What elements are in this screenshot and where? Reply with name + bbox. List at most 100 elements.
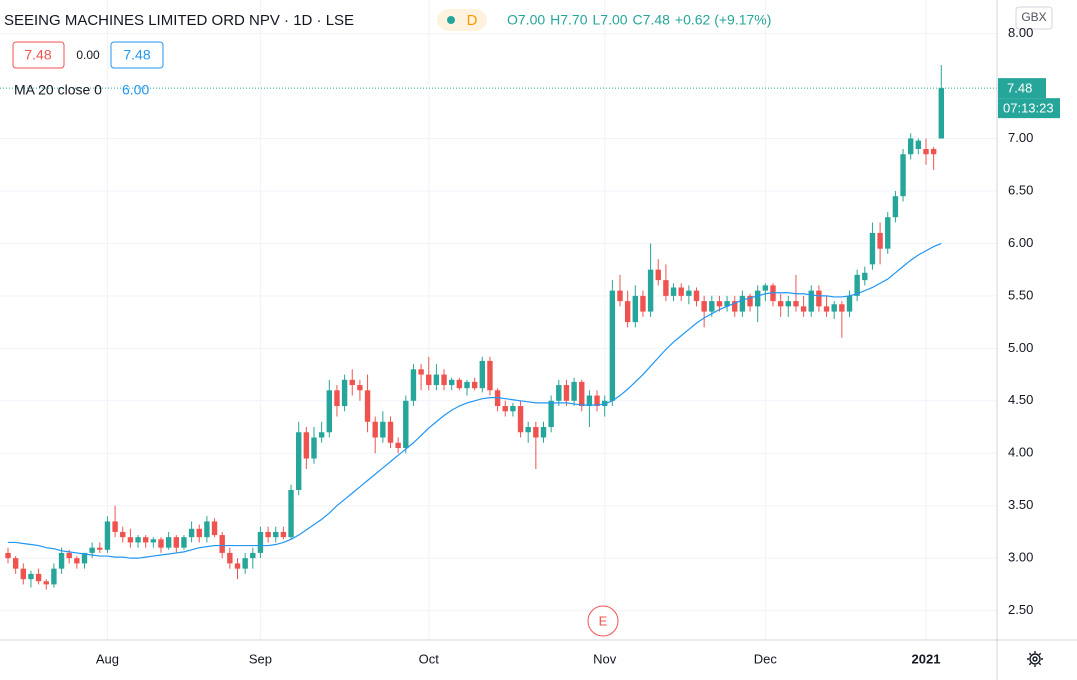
candle-body <box>58 552 65 569</box>
candle-body <box>426 374 432 386</box>
chart-title: SEEING MACHINES LIMITED ORD NPV · 1D · L… <box>4 12 354 29</box>
candle-body <box>288 489 294 538</box>
candle-body <box>762 285 769 291</box>
x-tick-label: Oct <box>419 651 440 666</box>
candle-body <box>755 290 761 307</box>
candle-body <box>793 301 799 307</box>
candle-body <box>816 290 822 307</box>
candle-body <box>357 385 363 391</box>
candle-body <box>517 406 524 433</box>
candle-body <box>250 552 256 559</box>
candle-body <box>785 301 791 307</box>
candle-body <box>150 539 157 543</box>
candle-body <box>586 395 593 407</box>
last-price-box <box>998 78 1046 99</box>
currency-box <box>1015 6 1053 30</box>
candle-body <box>81 552 88 564</box>
candle-body <box>89 547 95 553</box>
candle-body <box>777 301 784 307</box>
value-box <box>12 41 65 69</box>
candle-body <box>693 290 700 302</box>
grid <box>0 0 997 640</box>
y-tick-label: 4.50 <box>1008 392 1033 407</box>
y-tick-label: 5.50 <box>1008 287 1033 302</box>
candle-body <box>571 381 577 401</box>
legend-value: 7.48 <box>24 47 51 63</box>
countdown-label: 07:13:23 <box>1003 101 1054 116</box>
candle-body <box>28 573 34 580</box>
candle-body <box>487 360 493 391</box>
candle-body <box>257 531 264 553</box>
x-tick-label: Aug <box>96 651 119 666</box>
ohlc-value: H7.70 <box>550 12 588 28</box>
y-tick-label: 7.00 <box>1008 130 1033 145</box>
y-tick-label: 2.50 <box>1008 602 1033 617</box>
candle-body <box>51 568 57 585</box>
candle-body <box>732 301 738 312</box>
candle-body <box>900 154 906 197</box>
marks <box>0 65 997 590</box>
interval-badge[interactable]: D <box>467 12 478 29</box>
candle-body <box>43 581 49 585</box>
settings-icon[interactable] <box>1027 651 1043 667</box>
candle-body <box>540 427 547 438</box>
candle-body <box>938 88 944 139</box>
candle-body <box>165 537 172 548</box>
candle-body <box>471 381 478 389</box>
candle-body <box>831 304 837 312</box>
candle-body <box>97 547 103 550</box>
x-tick-label: Sep <box>249 651 272 666</box>
candle-body <box>112 521 118 532</box>
candle-body <box>173 537 179 548</box>
candle-body <box>823 306 830 312</box>
candle-body <box>724 301 730 307</box>
candle-body <box>403 400 409 448</box>
candle-body <box>915 140 922 149</box>
candle-body <box>869 232 876 265</box>
candle-body <box>20 568 26 580</box>
y-tick-label: 5.00 <box>1008 340 1033 355</box>
candle-body <box>525 427 531 433</box>
badge-bg <box>437 9 487 31</box>
candle-body <box>188 528 195 538</box>
candle-body <box>502 406 508 412</box>
candle-body <box>387 421 394 443</box>
candle-body <box>449 379 455 386</box>
candle-body <box>311 437 317 459</box>
y-tick-label: 6.00 <box>1008 235 1033 250</box>
ma-legend-value: 6.00 <box>122 82 149 98</box>
ohlc-value: O7.00 <box>507 12 545 28</box>
candle-body <box>739 295 746 312</box>
candle-body <box>548 400 554 428</box>
candle-body <box>930 148 937 155</box>
candle-body <box>433 374 440 386</box>
candle-body <box>441 374 447 386</box>
candle-body <box>219 535 225 553</box>
candle-body <box>334 390 340 407</box>
ohlc-value: C7.48 <box>633 12 671 28</box>
candle-body <box>908 138 914 155</box>
y-tick-label: 4.00 <box>1008 445 1033 460</box>
x-tick-label: Dec <box>754 651 778 666</box>
candle-body <box>663 280 669 296</box>
y-tick-label: 3.00 <box>1008 550 1033 565</box>
candle-body <box>12 558 19 569</box>
candle-body <box>196 528 202 538</box>
candle-body <box>800 306 807 312</box>
value-box <box>110 41 164 69</box>
event-marker[interactable] <box>587 605 619 637</box>
candle-body <box>318 432 325 438</box>
y-tick-label: 6.50 <box>1008 182 1033 197</box>
candle-body <box>364 390 371 422</box>
candle-body <box>479 360 485 389</box>
candle-body <box>862 272 868 281</box>
candle-body <box>563 385 570 401</box>
candle-body <box>74 558 80 564</box>
y-tick-label: 3.50 <box>1008 497 1033 512</box>
candle-body <box>923 148 929 155</box>
candle-body <box>747 295 753 307</box>
candle-body <box>709 301 715 312</box>
candle-body <box>624 301 631 323</box>
